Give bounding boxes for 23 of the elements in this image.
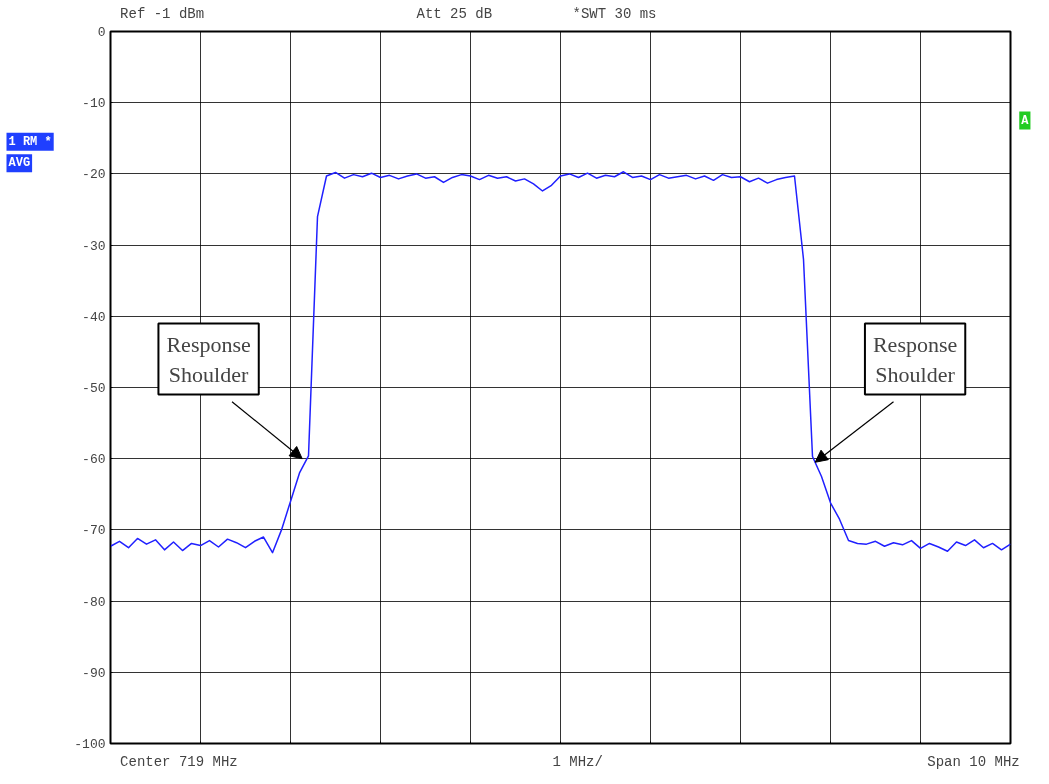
y-tick-label: -70 — [82, 523, 106, 539]
text: 1 RM * — [8, 134, 52, 149]
text: *SWT 30 ms — [572, 5, 657, 22]
y-tick-label: -10 — [82, 96, 106, 112]
text: Ref -1 dBm — [120, 5, 205, 22]
text: Span 10 MHz — [927, 753, 1020, 770]
y-tick-label: -80 — [82, 594, 106, 610]
y-tick-label: 0 — [97, 25, 106, 40]
y-tick-label: -100 — [74, 737, 106, 752]
y-tick-label: -40 — [82, 309, 106, 325]
annotation: Response Shoulder — [872, 331, 958, 387]
line-series — [110, 171, 1011, 554]
y-tick-label: -20 — [82, 167, 106, 183]
y-tick-label: -60 — [82, 452, 106, 468]
text: Center 719 MHz — [120, 753, 238, 770]
annotation: Response Shoulder — [166, 331, 251, 387]
text: AVG — [8, 156, 31, 171]
y-tick-label: -50 — [82, 381, 106, 396]
text: 1 MHz/ — [552, 753, 603, 770]
text: Att 25 dB — [416, 5, 493, 22]
y-tick-label: -30 — [82, 238, 106, 254]
y-tick-label: -90 — [82, 665, 106, 681]
text: A — [1021, 113, 1030, 128]
